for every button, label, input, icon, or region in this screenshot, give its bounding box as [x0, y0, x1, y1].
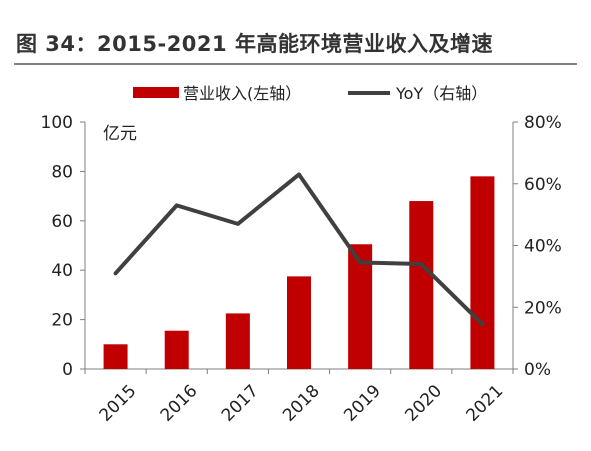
y-right-tick-label: 40%: [524, 237, 562, 257]
x-tick-label: 2015: [96, 381, 141, 426]
legend-group: 营业收入(左轴） YoY（右轴）: [133, 84, 487, 103]
bar: [470, 176, 495, 369]
title-divider: [14, 63, 577, 65]
y-left-unit-label: 亿元: [103, 124, 137, 144]
y-left-tick-label: 0: [62, 360, 73, 380]
line-group: [113, 172, 485, 327]
y-left-tick-label: 60: [51, 212, 73, 232]
x-tick-label: 2016: [157, 381, 202, 426]
legend-label-bars: 营业收入(左轴）: [183, 84, 301, 103]
legend-label-line: YoY（右轴）: [395, 84, 487, 103]
y-left-tick-label: 40: [51, 261, 73, 281]
legend-swatch-bars: [133, 87, 179, 98]
y-right-tick-label: 60%: [524, 175, 562, 195]
x-tick-label: 2017: [218, 381, 263, 426]
bars-group: [103, 176, 495, 369]
y-right-tick-label: 20%: [524, 298, 562, 318]
y-right-tick-label: 80%: [524, 113, 562, 133]
figure-title: 图 34：2015-2021 年高能环境营业收入及增速: [16, 32, 493, 56]
x-tick-label: 2021: [463, 381, 508, 426]
x-tick-label: 2019: [340, 381, 385, 426]
bar: [287, 276, 311, 369]
y-left-tick-label: 100: [41, 113, 73, 133]
y-left-tick-label: 20: [51, 311, 73, 331]
bar: [103, 344, 128, 369]
bar: [225, 313, 250, 369]
y-left-tick-label: 80: [51, 162, 73, 182]
bar: [348, 244, 373, 369]
x-tick-label: 2018: [279, 381, 324, 426]
x-tick-label: 2020: [401, 381, 446, 426]
bar: [164, 330, 189, 369]
y-right-tick-label: 0%: [524, 360, 551, 380]
bar: [409, 201, 434, 369]
